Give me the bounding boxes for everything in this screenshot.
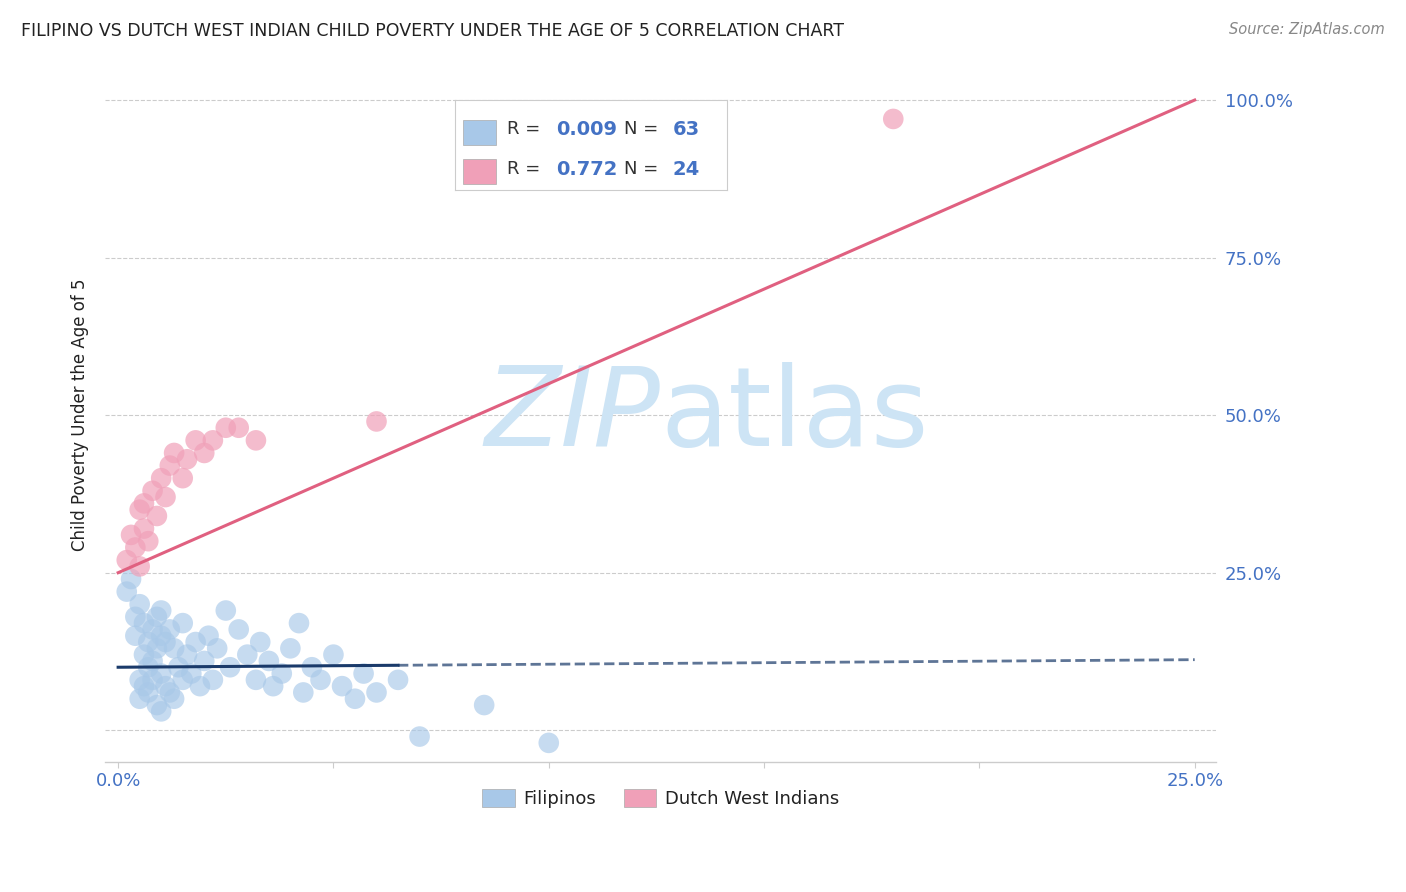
- Point: [132, 648, 155, 662]
- Point: [205, 641, 228, 656]
- Point: [172, 616, 194, 631]
- Point: [155, 635, 177, 649]
- Point: [257, 654, 280, 668]
- Point: [163, 641, 186, 656]
- Point: [882, 112, 904, 126]
- Point: [193, 654, 215, 668]
- Point: [146, 641, 169, 656]
- Point: [176, 452, 198, 467]
- Point: [128, 691, 150, 706]
- Point: [132, 496, 155, 510]
- Point: [330, 679, 353, 693]
- Point: [387, 673, 409, 687]
- Point: [136, 534, 159, 549]
- Point: [120, 528, 142, 542]
- Point: [180, 666, 202, 681]
- Point: [184, 635, 207, 649]
- Point: [142, 483, 165, 498]
- Point: [159, 623, 181, 637]
- Point: [322, 648, 344, 662]
- Point: [201, 673, 224, 687]
- Point: [309, 673, 332, 687]
- Point: [270, 666, 292, 681]
- Point: [280, 641, 302, 656]
- Point: [163, 691, 186, 706]
- Point: [219, 660, 242, 674]
- Point: [150, 603, 173, 617]
- Point: [128, 559, 150, 574]
- Point: [136, 635, 159, 649]
- Point: [366, 414, 388, 428]
- Point: [188, 679, 211, 693]
- Point: [236, 648, 259, 662]
- Point: [128, 597, 150, 611]
- Point: [408, 730, 430, 744]
- Point: [201, 434, 224, 448]
- Point: [249, 635, 271, 649]
- Point: [124, 610, 146, 624]
- Point: [159, 685, 181, 699]
- Point: [228, 623, 250, 637]
- Point: [132, 679, 155, 693]
- Point: [155, 490, 177, 504]
- Point: [176, 648, 198, 662]
- Point: [150, 629, 173, 643]
- Point: [197, 629, 219, 643]
- Point: [215, 421, 238, 435]
- Point: [215, 603, 238, 617]
- Point: [132, 522, 155, 536]
- Point: [142, 654, 165, 668]
- Point: [366, 685, 388, 699]
- Point: [262, 679, 284, 693]
- Point: [301, 660, 323, 674]
- Text: ZIP: ZIP: [485, 361, 661, 468]
- Point: [120, 572, 142, 586]
- Point: [115, 553, 138, 567]
- Point: [146, 610, 169, 624]
- Point: [292, 685, 315, 699]
- Point: [537, 736, 560, 750]
- Point: [146, 508, 169, 523]
- Point: [146, 698, 169, 712]
- Point: [128, 502, 150, 516]
- Point: [172, 673, 194, 687]
- Point: [150, 704, 173, 718]
- Point: [132, 616, 155, 631]
- Point: [193, 446, 215, 460]
- Point: [228, 421, 250, 435]
- Text: atlas: atlas: [661, 361, 929, 468]
- Point: [115, 584, 138, 599]
- Y-axis label: Child Poverty Under the Age of 5: Child Poverty Under the Age of 5: [72, 279, 89, 551]
- Point: [343, 691, 366, 706]
- Point: [163, 446, 186, 460]
- Point: [150, 666, 173, 681]
- Point: [172, 471, 194, 485]
- Point: [353, 666, 375, 681]
- Point: [136, 660, 159, 674]
- Point: [245, 673, 267, 687]
- Text: Source: ZipAtlas.com: Source: ZipAtlas.com: [1229, 22, 1385, 37]
- Point: [184, 434, 207, 448]
- Legend: Filipinos, Dutch West Indians: Filipinos, Dutch West Indians: [475, 781, 846, 815]
- Point: [155, 679, 177, 693]
- Point: [167, 660, 190, 674]
- Point: [124, 629, 146, 643]
- Point: [128, 673, 150, 687]
- Point: [159, 458, 181, 473]
- Point: [472, 698, 495, 712]
- Point: [142, 673, 165, 687]
- Point: [245, 434, 267, 448]
- Point: [124, 541, 146, 555]
- Point: [142, 623, 165, 637]
- Point: [288, 616, 311, 631]
- Point: [150, 471, 173, 485]
- Text: FILIPINO VS DUTCH WEST INDIAN CHILD POVERTY UNDER THE AGE OF 5 CORRELATION CHART: FILIPINO VS DUTCH WEST INDIAN CHILD POVE…: [21, 22, 844, 40]
- Point: [136, 685, 159, 699]
